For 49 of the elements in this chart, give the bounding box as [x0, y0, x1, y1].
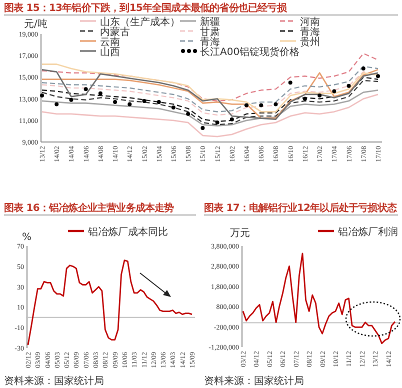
point: [186, 112, 190, 116]
line-series: [242, 252, 396, 344]
point: [69, 98, 74, 102]
text: 资料来源：国家统计局: [4, 375, 104, 387]
point: [84, 87, 88, 92]
point: [230, 117, 234, 122]
point: [98, 91, 102, 96]
legend-label: 新疆: [200, 16, 220, 28]
point: [244, 103, 249, 108]
legend-label: 河南: [300, 16, 320, 28]
point: [54, 102, 59, 106]
point: [215, 120, 220, 125]
legend-label: 内蒙古: [100, 26, 130, 38]
y-axis-title: 元/吨: [24, 18, 48, 30]
legend-label: 云南: [100, 36, 120, 48]
point: [332, 89, 336, 94]
chart-title: 图表 15：13年铝价下跌，到15年全国成本最低的省份也已经亏损: [4, 2, 288, 14]
point: [274, 102, 278, 106]
line-series: [41, 89, 379, 126]
text: 资料来源：国家统计局: [204, 375, 304, 387]
legend-label: 甘肃: [200, 26, 220, 38]
legend-label: 青海: [300, 26, 320, 38]
point: [318, 94, 322, 98]
point: [171, 105, 176, 110]
line-series: [27, 260, 193, 346]
legend-label: 山西: [100, 46, 120, 58]
y-axis-title: 万元: [230, 228, 250, 239]
point: [40, 94, 44, 98]
legend-label: 贵州: [300, 36, 320, 48]
point: [346, 84, 351, 88]
chart-title: 图表 17：电解铝行业12年以后处于亏损状态: [204, 202, 398, 214]
point: [200, 126, 205, 130]
legend-label: 铝冶炼厂利润: [337, 226, 398, 238]
legend-label: 山东（生产成本）: [100, 16, 180, 28]
point: [156, 100, 161, 104]
point: [259, 103, 264, 108]
legend-label: 青海: [200, 36, 220, 48]
point: [361, 66, 366, 71]
line-series: [41, 94, 379, 138]
point: [302, 96, 307, 101]
point: [288, 80, 292, 85]
point: [376, 74, 380, 78]
legend-label: 铝冶炼厂成本同比: [87, 226, 168, 238]
legend-label: 长江A00铝锭现货价格: [200, 46, 300, 58]
point: [142, 98, 146, 103]
point: [113, 100, 118, 104]
y-axis-title: %: [22, 232, 32, 243]
chart-title: 图表 16：铝冶炼企业主营业务成本走势: [4, 202, 174, 214]
point: [128, 102, 132, 106]
